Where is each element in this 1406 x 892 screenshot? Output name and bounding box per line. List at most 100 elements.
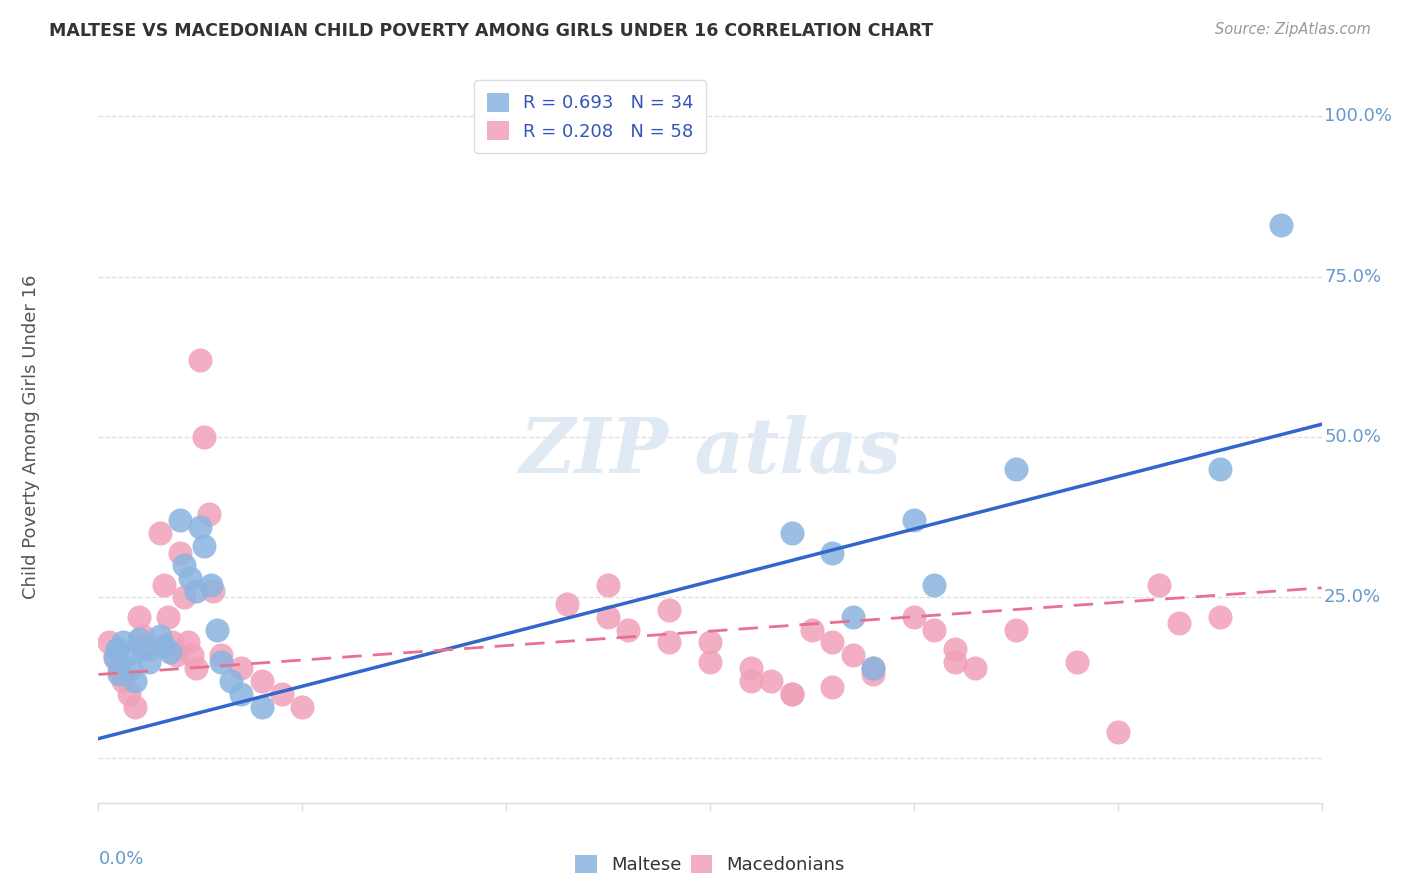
Point — [120, 661, 142, 675]
Point — [128, 609, 150, 624]
Point — [1004, 462, 1026, 476]
Point — [658, 635, 681, 649]
Point — [699, 635, 721, 649]
Point — [186, 584, 208, 599]
Point — [903, 609, 925, 624]
Point — [821, 635, 844, 649]
Point — [173, 591, 195, 605]
Point — [1004, 623, 1026, 637]
Point — [821, 681, 844, 695]
Text: 50.0%: 50.0% — [1324, 428, 1381, 446]
Point — [598, 609, 620, 624]
Point — [699, 655, 721, 669]
Point — [104, 651, 127, 665]
Point — [138, 655, 160, 669]
Point — [780, 687, 803, 701]
Point — [231, 661, 253, 675]
Point — [124, 699, 146, 714]
Point — [149, 629, 172, 643]
Point — [1066, 655, 1088, 669]
Point — [132, 641, 155, 656]
Point — [108, 667, 131, 681]
Point — [165, 648, 187, 663]
Text: Source: ZipAtlas.com: Source: ZipAtlas.com — [1215, 22, 1371, 37]
Legend: Maltese, Macedonians: Maltese, Macedonians — [568, 847, 852, 881]
Text: ZIP atlas: ZIP atlas — [519, 415, 901, 489]
Point — [205, 623, 228, 637]
Point — [1167, 616, 1189, 631]
Point — [200, 577, 222, 591]
Text: 0.0%: 0.0% — [98, 850, 143, 868]
Point — [1147, 577, 1170, 591]
Text: Child Poverty Among Girls Under 16: Child Poverty Among Girls Under 16 — [22, 275, 41, 599]
Point — [201, 584, 224, 599]
Point — [780, 687, 803, 701]
Point — [801, 623, 824, 637]
Point — [132, 629, 155, 643]
Point — [105, 641, 128, 656]
Point — [231, 687, 253, 701]
Point — [209, 648, 232, 663]
Point — [152, 577, 174, 591]
Point — [1107, 725, 1129, 739]
Text: 25.0%: 25.0% — [1324, 589, 1381, 607]
Point — [740, 661, 762, 675]
Text: MALTESE VS MACEDONIAN CHILD POVERTY AMONG GIRLS UNDER 16 CORRELATION CHART: MALTESE VS MACEDONIAN CHILD POVERTY AMON… — [49, 22, 934, 40]
Point — [169, 514, 191, 528]
Point — [179, 571, 201, 585]
Point — [617, 623, 640, 637]
Point — [177, 635, 200, 649]
Point — [555, 597, 579, 611]
Point — [152, 639, 174, 653]
Point — [169, 545, 191, 559]
Point — [219, 673, 242, 688]
Point — [922, 577, 945, 591]
Point — [943, 641, 966, 656]
Point — [943, 655, 966, 669]
Point — [181, 648, 204, 663]
Point — [111, 635, 134, 649]
Point — [160, 635, 183, 649]
Point — [97, 635, 120, 649]
Point — [193, 539, 215, 553]
Point — [821, 545, 844, 559]
Point — [761, 673, 783, 688]
Point — [841, 648, 863, 663]
Point — [658, 603, 681, 617]
Point — [173, 558, 195, 573]
Point — [250, 699, 273, 714]
Point — [149, 526, 172, 541]
Point — [270, 687, 292, 701]
Point — [124, 673, 146, 688]
Point — [1208, 609, 1232, 624]
Point — [188, 520, 212, 534]
Point — [250, 673, 273, 688]
Point — [291, 699, 314, 714]
Point — [209, 655, 232, 669]
Point — [186, 661, 208, 675]
Point — [118, 687, 141, 701]
Point — [156, 609, 179, 624]
Point — [862, 661, 884, 675]
Point — [862, 661, 884, 675]
Point — [922, 623, 945, 637]
Point — [1208, 462, 1232, 476]
Point — [128, 632, 150, 647]
Point — [598, 577, 620, 591]
Point — [111, 673, 134, 688]
Point — [780, 526, 803, 541]
Point — [108, 661, 131, 675]
Point — [740, 673, 762, 688]
Point — [188, 353, 212, 368]
Point — [903, 514, 925, 528]
Point — [104, 648, 127, 663]
Point — [1270, 219, 1292, 233]
Point — [159, 645, 181, 659]
Point — [197, 507, 219, 521]
Text: 75.0%: 75.0% — [1324, 268, 1381, 285]
Point — [193, 430, 215, 444]
Point — [115, 648, 138, 663]
Point — [862, 667, 884, 681]
Point — [841, 609, 863, 624]
Point — [138, 641, 160, 656]
